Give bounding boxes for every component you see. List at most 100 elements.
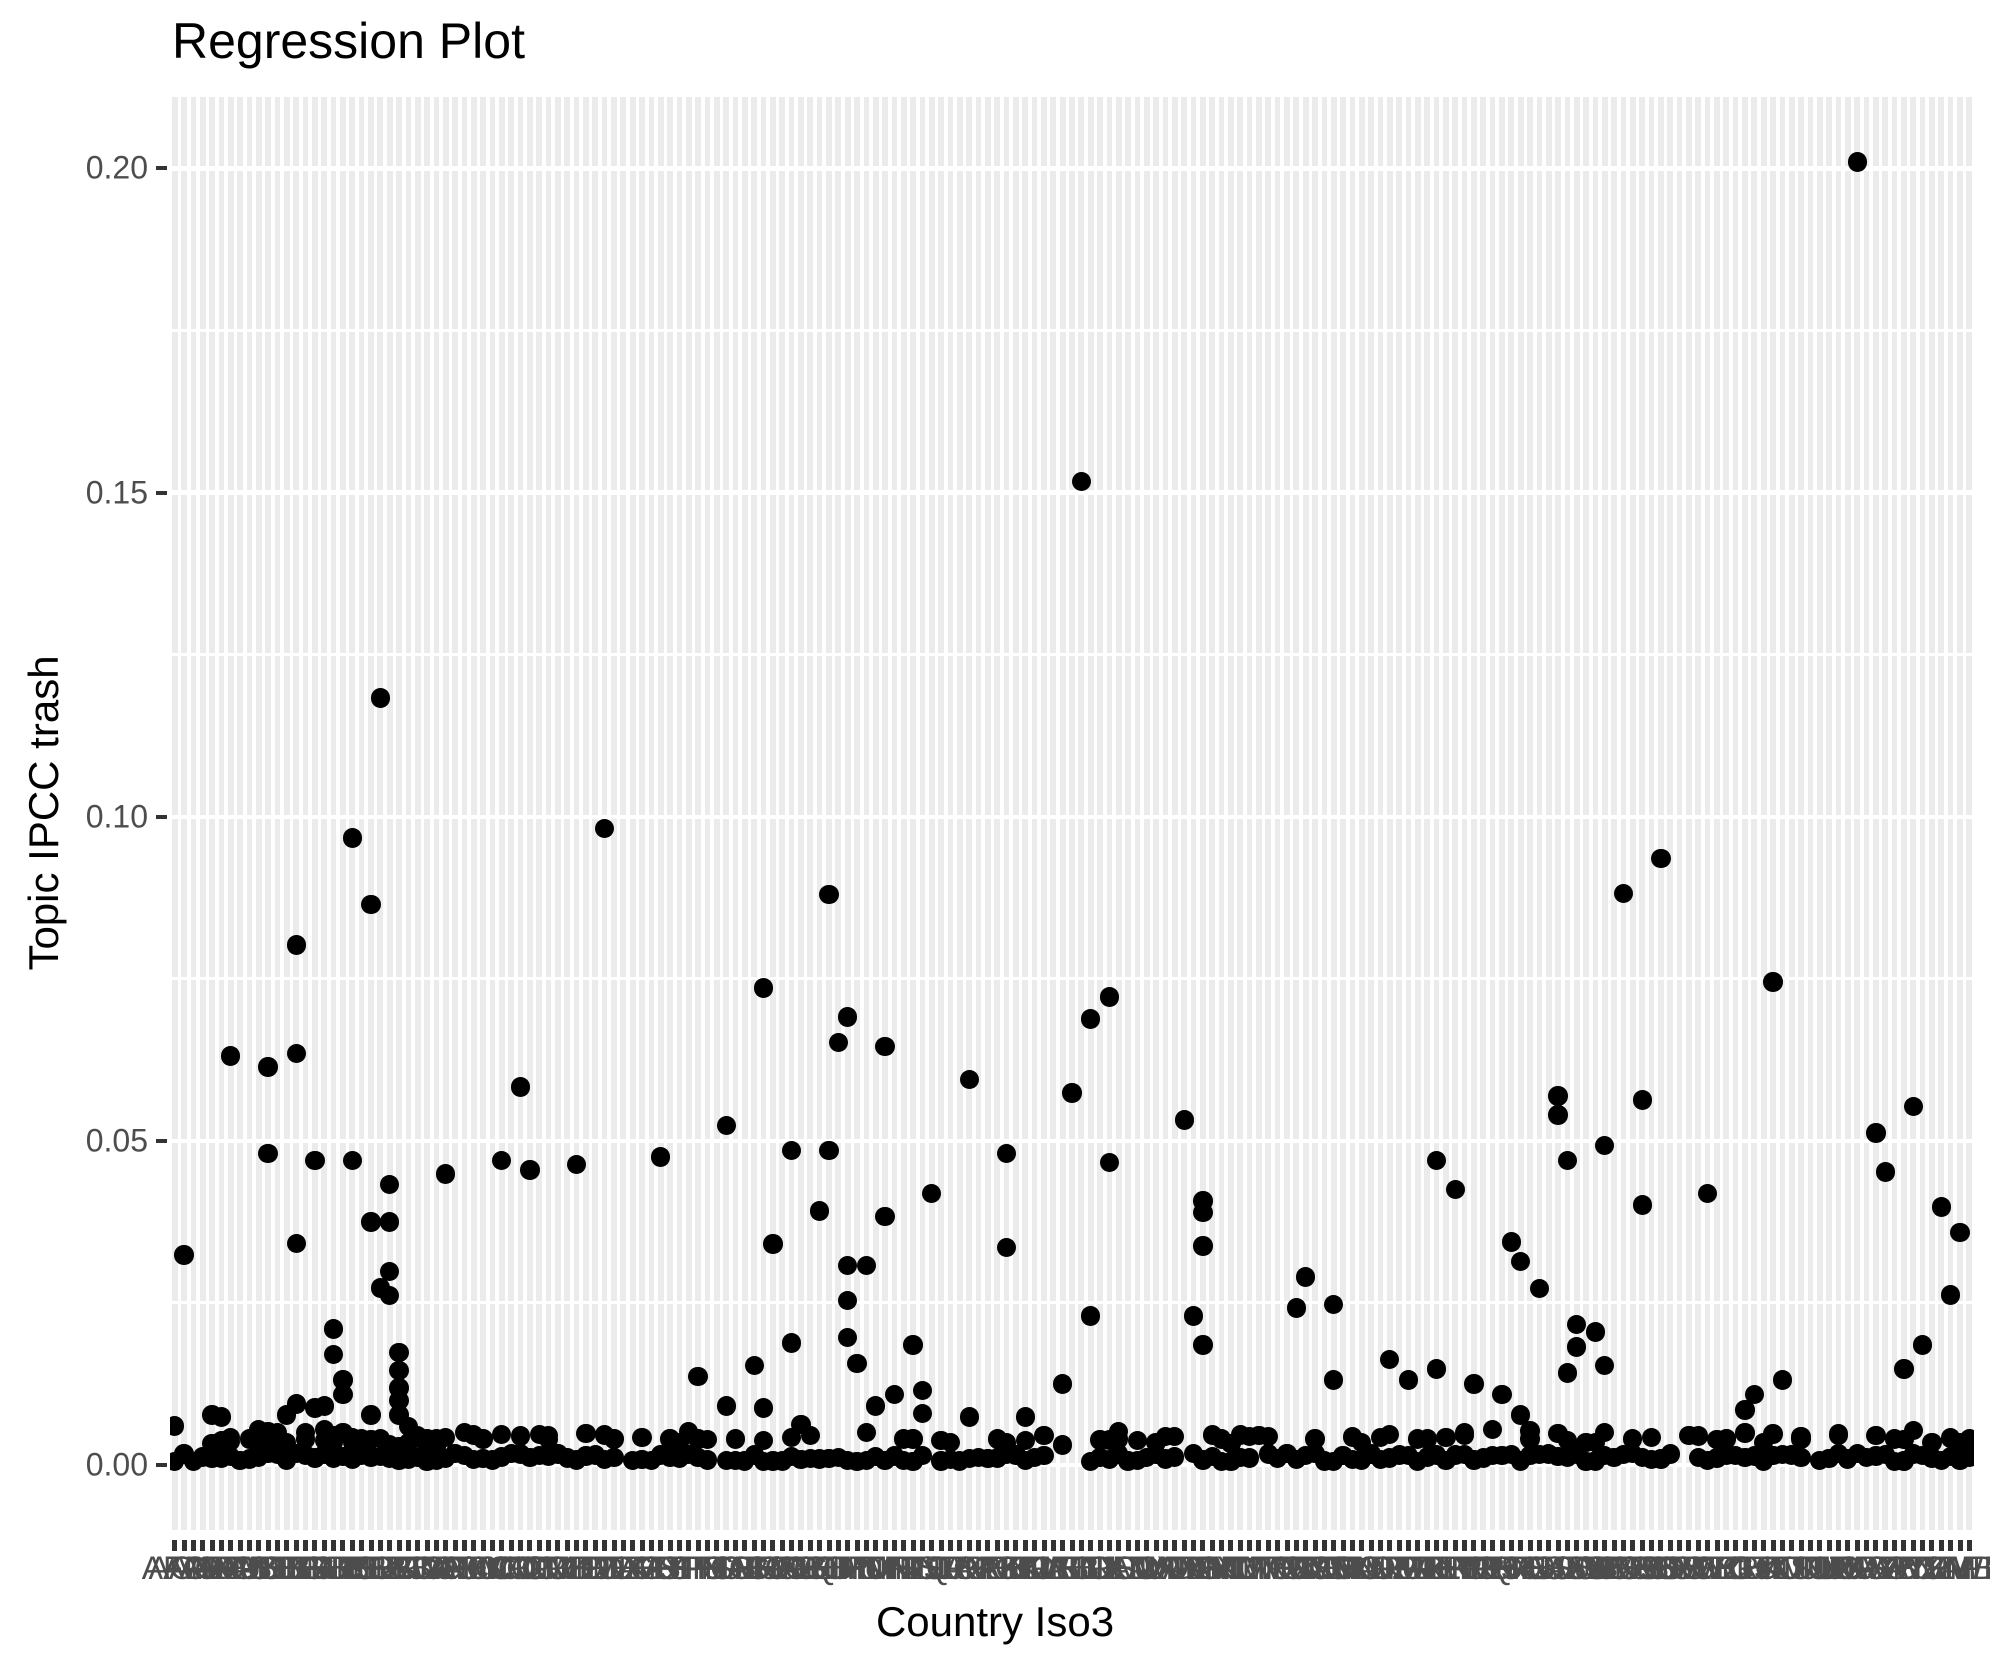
x-tick-label: URY [1833, 1550, 1900, 1586]
grid-stripe [975, 97, 982, 1530]
x-tick-mark [1667, 1540, 1673, 1551]
x-tick-mark [1256, 1540, 1262, 1551]
grid-stripe [1891, 97, 1898, 1530]
x-tick-mark [349, 1540, 355, 1551]
grid-stripe [1321, 97, 1328, 1530]
data-point [819, 1140, 839, 1161]
data-point [875, 1207, 895, 1227]
data-point [380, 1174, 400, 1194]
data-point [1894, 1359, 1914, 1379]
x-tick-label: STP [1629, 1550, 1693, 1586]
data-point [323, 1319, 344, 1339]
x-tick-mark [863, 1540, 869, 1551]
grid-stripe [1873, 97, 1879, 1530]
x-tick-label: MOZ [1242, 1550, 1314, 1586]
data-point [1436, 1427, 1456, 1448]
grid-stripe [583, 97, 589, 1530]
y-gridline-major [170, 814, 1974, 819]
x-tick-mark [1144, 1540, 1150, 1551]
y-tick-label: 0.20 [85, 149, 148, 186]
grid-stripe [1181, 97, 1188, 1530]
x-tick-label: MHL [1178, 1550, 1246, 1586]
data-point [1632, 1090, 1652, 1110]
x-tick-label: GRC [774, 1550, 846, 1586]
grid-stripe [1536, 97, 1543, 1530]
x-tick-mark [1284, 1540, 1290, 1551]
x-tick-label: UKR [1823, 1550, 1891, 1586]
grid-stripe [723, 97, 730, 1530]
grid-stripe [1901, 97, 1907, 1530]
x-tick-label: TUN [1777, 1550, 1844, 1586]
x-tick-mark [1705, 1540, 1711, 1551]
x-axis-title: Country Iso3 [0, 1598, 1990, 1646]
grid-stripe [1611, 97, 1617, 1530]
grid-stripe [1573, 97, 1580, 1530]
x-tick-mark [518, 1540, 523, 1551]
data-point [1940, 1285, 1961, 1305]
x-tick-mark [1050, 1540, 1056, 1551]
data-point [688, 1366, 708, 1386]
grid-stripe [1807, 97, 1814, 1530]
x-tick-label: NGA [1308, 1550, 1378, 1586]
x-tick-label: MMR [1211, 1550, 1288, 1586]
grid-stripe [1601, 97, 1608, 1530]
data-point [1651, 848, 1671, 868]
x-tick-mark [1901, 1540, 1907, 1551]
x-tick-label: DOM [585, 1550, 661, 1586]
x-tick-label: GAB [701, 1550, 770, 1586]
grid-stripe [545, 97, 552, 1530]
x-tick-label: BRN [374, 1550, 443, 1586]
data-point [856, 1255, 877, 1275]
grid-stripe [209, 97, 215, 1530]
x-tick-label: ESP [638, 1550, 703, 1586]
x-tick-mark [1677, 1540, 1683, 1551]
x-tick-label: POL [1441, 1550, 1506, 1586]
data-point [940, 1432, 961, 1452]
x-tick-label: ETH [656, 1550, 721, 1586]
x-tick-label: AGO [148, 1550, 220, 1586]
grid-stripe [1228, 97, 1234, 1530]
x-tick-label: ERI [634, 1550, 688, 1586]
x-tick-mark [452, 1540, 458, 1551]
grid-stripe [1134, 97, 1141, 1530]
grid-stripe [293, 97, 300, 1530]
x-tick-label: AUS [216, 1550, 283, 1586]
x-tick-label: COG [474, 1550, 548, 1586]
grid-stripe [1695, 97, 1702, 1530]
grid-stripe [218, 97, 225, 1530]
x-tick-label: SAU [1525, 1550, 1591, 1586]
x-tick-label: SUR [1636, 1550, 1704, 1586]
data-point [1567, 1337, 1587, 1357]
x-tick-label: GEO [718, 1550, 790, 1586]
grid-stripe [1938, 97, 1945, 1530]
data-point [305, 1150, 325, 1170]
grid-stripe [1386, 97, 1393, 1530]
grid-stripe [274, 97, 281, 1530]
data-point [1165, 1426, 1185, 1446]
data-point [632, 1427, 652, 1448]
x-tick-mark [312, 1540, 318, 1551]
grid-stripe [826, 97, 832, 1530]
x-tick-label: LIE [1085, 1550, 1134, 1586]
grid-stripe [695, 97, 701, 1530]
y-gridline-minor [170, 653, 1974, 657]
data-point [838, 1327, 858, 1347]
grid-stripe [1751, 97, 1758, 1530]
x-tick-label: RWA [1512, 1550, 1586, 1586]
grid-stripe [1639, 97, 1646, 1530]
x-tick-mark [835, 1540, 841, 1551]
x-tick-mark [508, 1540, 514, 1551]
x-tick-mark [1452, 1540, 1458, 1551]
x-tick-label: NRU [1355, 1550, 1425, 1586]
x-tick-mark [929, 1540, 935, 1551]
x-tick-mark [1237, 1540, 1243, 1551]
x-tick-label: CHE [421, 1550, 489, 1586]
data-point [1679, 1426, 1699, 1446]
grid-stripe [1770, 97, 1776, 1530]
grid-stripe [312, 97, 318, 1530]
x-tick-label: CAN [411, 1550, 480, 1586]
x-tick-label: SWE [1661, 1550, 1735, 1586]
data-point [725, 1429, 746, 1449]
x-tick-mark [826, 1540, 832, 1551]
x-tick-label: BIH [325, 1550, 379, 1586]
